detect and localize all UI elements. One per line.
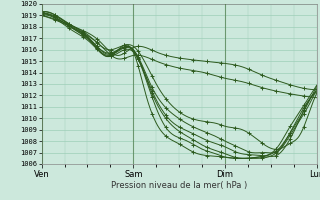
X-axis label: Pression niveau de la mer( hPa ): Pression niveau de la mer( hPa ) (111, 181, 247, 190)
